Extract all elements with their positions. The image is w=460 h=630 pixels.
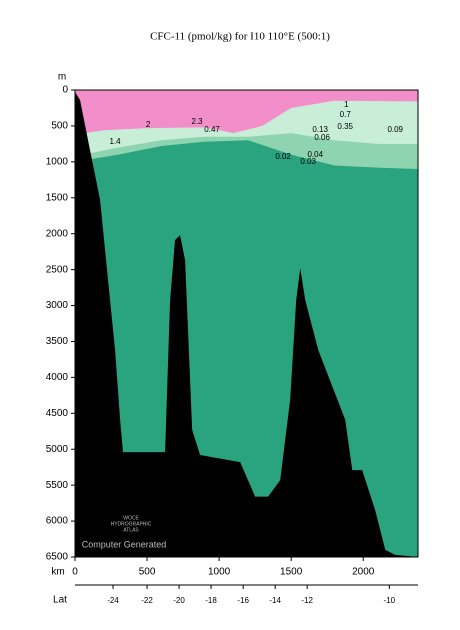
- contour-label: 1: [344, 100, 349, 109]
- x-tick-label: 2000: [352, 567, 375, 578]
- contour-label: 2.3: [192, 117, 204, 126]
- lat-tick-label: -14: [269, 596, 281, 605]
- y-tick-label: 0: [62, 85, 68, 96]
- x-tick-label: 1500: [280, 567, 303, 578]
- contour-label: 0.06: [314, 133, 330, 142]
- lat-tick-label: -10: [384, 596, 396, 605]
- y-tick-label: 500: [51, 121, 68, 132]
- chart-title: CFC-11 (pmol/kg) for I10 110°E (500:1): [150, 31, 330, 43]
- lat-tick-label: -24: [107, 596, 119, 605]
- lat-tick-label: -12: [301, 596, 313, 605]
- y-tick-label: 5000: [46, 444, 69, 455]
- x-tick-label: 1000: [208, 567, 231, 578]
- y-tick-label: 1000: [46, 156, 69, 167]
- watermark: HYDROGRAPHIC: [111, 521, 152, 527]
- bathymetry: [75, 92, 418, 558]
- y-tick-label: 6500: [46, 552, 69, 563]
- lat-axis-label: Lat: [53, 595, 67, 606]
- plot-frame: [74, 89, 419, 558]
- lat-tick-label: -16: [237, 596, 249, 605]
- contour-label: 0.47: [204, 125, 220, 134]
- lat-tick-label: -22: [141, 596, 153, 605]
- x-axis-label: km: [51, 567, 64, 578]
- lat-tick-label: -18: [205, 596, 217, 605]
- watermark: Computer Generated: [82, 539, 167, 549]
- y-tick-label: 2500: [46, 264, 69, 275]
- contour-label: 0.35: [337, 122, 353, 131]
- y-tick-label: 4500: [46, 408, 69, 419]
- y-tick-label: 3500: [46, 336, 69, 347]
- y-tick-label: 6000: [46, 516, 69, 527]
- y-tick-label: 2000: [46, 228, 69, 239]
- y-tick-label: 1500: [46, 192, 69, 203]
- contour-label: 0.13: [312, 125, 328, 134]
- x-tick-label: 0: [72, 567, 78, 578]
- y-tick-label: 3000: [46, 300, 69, 311]
- contour-label: 0.09: [387, 125, 403, 134]
- lat-tick-label: -20: [173, 596, 185, 605]
- contour-label: 0.03: [300, 157, 316, 166]
- x-tick-label: 500: [139, 567, 156, 578]
- contour-label: 2: [146, 120, 151, 129]
- contour-label: 0.7: [340, 110, 352, 119]
- y-axis-label: m: [58, 72, 66, 83]
- y-tick-label: 4000: [46, 372, 69, 383]
- y-tick-label: 5500: [46, 480, 69, 491]
- contour-label: 1.4: [110, 137, 122, 146]
- contour-region: [75, 90, 418, 134]
- watermark: ATLAS: [123, 527, 139, 533]
- watermark: WOCE: [123, 515, 139, 521]
- contour-label: 0.02: [275, 152, 291, 161]
- contour-label: 0.04: [307, 150, 323, 159]
